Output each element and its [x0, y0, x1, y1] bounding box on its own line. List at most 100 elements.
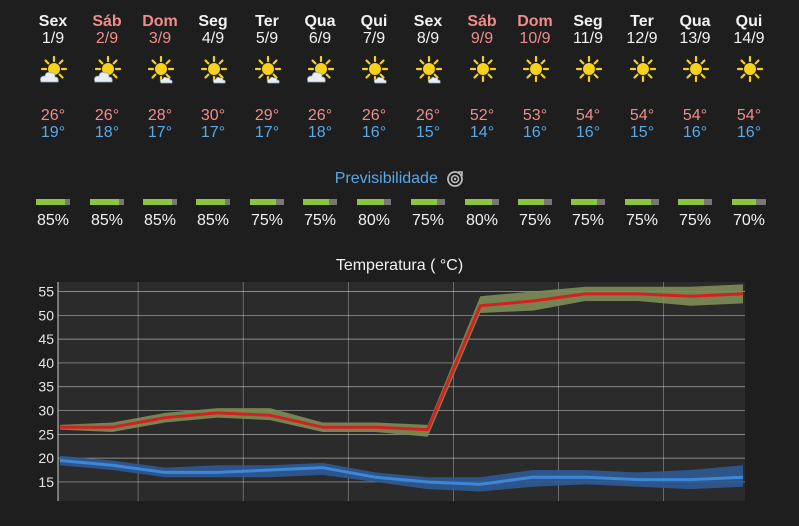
max-temperature: 29°	[254, 107, 280, 124]
day-date: 10/9	[519, 30, 551, 47]
predictability-bar	[143, 199, 177, 205]
y-tick-label: 35	[38, 379, 54, 395]
min-temperature: 16°	[361, 124, 387, 141]
min-temperature: 17°	[147, 124, 173, 141]
predictability-bar-fill	[518, 199, 544, 205]
predictability-bar-fill	[143, 199, 172, 205]
min-temperature: 18°	[94, 124, 120, 141]
day-name: Seg	[198, 13, 228, 30]
day-name: Qua	[679, 13, 711, 30]
day-date: 4/9	[201, 30, 225, 47]
predictability-value: 75%	[518, 212, 552, 229]
data-point	[374, 476, 376, 478]
day-name: Qui	[735, 13, 763, 30]
partly-cloudy-sun-icon	[40, 56, 68, 83]
predictability-bar	[732, 199, 766, 205]
y-tick-label: 15	[38, 474, 54, 490]
y-tick-label: 45	[38, 331, 54, 347]
predictability-bar-fill	[196, 199, 225, 205]
data-point	[479, 305, 481, 307]
predictability-bar	[250, 199, 284, 205]
day-date: 7/9	[362, 30, 386, 47]
day-name: Sáb	[467, 13, 497, 30]
day-name: Dom	[142, 13, 178, 30]
day-date: 13/9	[679, 30, 711, 47]
min-temperature: 16°	[682, 124, 708, 141]
predictability-bar-fill	[571, 199, 597, 205]
predictability-value: 85%	[196, 212, 230, 229]
predictability-bar	[303, 199, 337, 205]
predictability-bar-fill	[90, 199, 119, 205]
data-point	[59, 460, 61, 462]
data-point	[217, 412, 219, 414]
predictability-title: Previsibilidade	[334, 170, 438, 187]
series-band	[60, 284, 743, 437]
data-point	[269, 469, 271, 471]
predictability-bar-fill	[411, 199, 437, 205]
predictability-bar-fill	[250, 199, 276, 205]
predictability-value: 85%	[143, 212, 177, 229]
predictability-bar	[196, 199, 230, 205]
predictability-value: 80%	[465, 212, 499, 229]
target-refresh-icon[interactable]	[446, 170, 464, 188]
data-point	[59, 426, 61, 428]
min-temperature: 17°	[200, 124, 226, 141]
min-temperature: 17°	[254, 124, 280, 141]
data-point	[742, 476, 744, 478]
data-point	[637, 293, 639, 295]
sun-small-cloud-icon	[361, 56, 389, 84]
sun-small-cloud-icon	[254, 56, 282, 84]
day-name: Ter	[630, 13, 654, 30]
y-tick-label: 20	[38, 450, 54, 466]
predictability-bar	[357, 199, 391, 205]
data-point	[584, 293, 586, 295]
min-temperature: 18°	[307, 124, 333, 141]
data-point	[742, 293, 744, 295]
data-point	[322, 467, 324, 469]
predictability-bar	[518, 199, 552, 205]
max-temperature: 52°	[469, 107, 495, 124]
day-date: 8/9	[416, 30, 440, 47]
day-name: Sex	[38, 13, 68, 30]
predictability-value: 70%	[732, 212, 766, 229]
min-temperature: 15°	[629, 124, 655, 141]
day-name: Seg	[573, 13, 603, 30]
data-point	[532, 300, 534, 302]
y-tick-label: 55	[38, 284, 54, 300]
predictability-value: 75%	[411, 212, 445, 229]
partly-cloudy-sun-icon	[307, 56, 335, 83]
predictability-bar	[411, 199, 445, 205]
predictability-bar-fill	[36, 199, 65, 205]
predictability-bar	[36, 199, 70, 205]
data-point	[637, 479, 639, 481]
day-date: 3/9	[148, 30, 172, 47]
partly-cloudy-sun-icon	[94, 56, 122, 83]
max-temperature: 54°	[682, 107, 708, 124]
max-temperature: 54°	[575, 107, 601, 124]
max-temperature: 26°	[307, 107, 333, 124]
data-point	[112, 426, 114, 428]
predictability-value: 75%	[250, 212, 284, 229]
predictability-value: 75%	[678, 212, 712, 229]
day-name: Qui	[360, 13, 388, 30]
day-date: 12/9	[626, 30, 658, 47]
max-temperature: 26°	[94, 107, 120, 124]
data-point	[689, 479, 691, 481]
max-temperature: 54°	[629, 107, 655, 124]
predictability-value: 85%	[90, 212, 124, 229]
predictability-bar	[465, 199, 499, 205]
day-date: 9/9	[470, 30, 494, 47]
day-date: 2/9	[95, 30, 119, 47]
min-temperature: 14°	[469, 124, 495, 141]
y-tick-label: 50	[38, 307, 54, 323]
predictability-value: 85%	[36, 212, 70, 229]
max-temperature: 26°	[415, 107, 441, 124]
predictability-value: 75%	[625, 212, 659, 229]
series-line	[60, 292, 744, 432]
max-temperature: 28°	[147, 107, 173, 124]
day-date: 14/9	[733, 30, 765, 47]
data-point	[427, 481, 429, 483]
data-point	[689, 295, 691, 297]
data-point	[479, 483, 481, 485]
sun-small-cloud-icon	[200, 56, 228, 84]
